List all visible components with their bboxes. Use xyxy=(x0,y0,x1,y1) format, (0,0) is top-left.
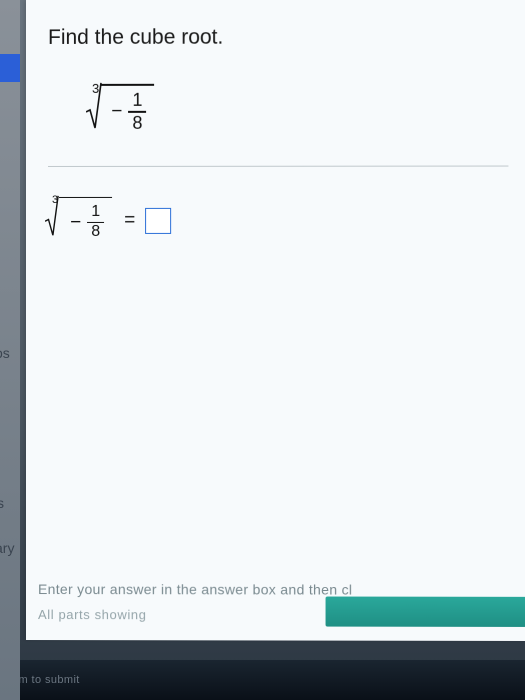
numerator: 1 xyxy=(128,90,146,111)
side-labels: os s ary xyxy=(0,0,27,700)
bottom-bar: om to submit xyxy=(0,660,525,700)
vinculum xyxy=(100,84,154,86)
footer-area: Enter your answer in the answer box and … xyxy=(26,569,525,641)
root-index: 3 xyxy=(52,194,58,205)
cube-root-expr-1: 3 − 1 8 xyxy=(92,84,156,138)
answer-row: 3 − 1 8 = xyxy=(48,190,508,258)
section-divider xyxy=(48,165,508,166)
side-text-1: os xyxy=(0,345,10,361)
fraction: 1 8 xyxy=(128,90,146,134)
root-index: 3 xyxy=(92,82,99,95)
side-text-2: s xyxy=(0,495,4,511)
answer-input-box[interactable] xyxy=(145,208,171,234)
cube-root-expr-2: 3 − 1 8 xyxy=(52,196,114,246)
negative-sign: − xyxy=(111,102,122,121)
question-prompt: Find the cube root. xyxy=(48,25,508,50)
equals-sign: = xyxy=(124,210,135,232)
question-panel: Find the cube root. 3 − 1 8 xyxy=(26,0,525,641)
numerator: 1 xyxy=(87,202,104,221)
denominator: 8 xyxy=(87,223,104,242)
expression-display: 3 − 1 8 xyxy=(48,77,508,165)
submit-button[interactable] xyxy=(326,597,525,627)
negative-sign: − xyxy=(70,213,81,232)
fraction: 1 8 xyxy=(87,202,104,242)
side-text-3: ary xyxy=(0,540,14,556)
hint-line-1: Enter your answer in the answer box and … xyxy=(38,581,514,598)
denominator: 8 xyxy=(128,112,146,133)
vinculum xyxy=(59,196,112,198)
